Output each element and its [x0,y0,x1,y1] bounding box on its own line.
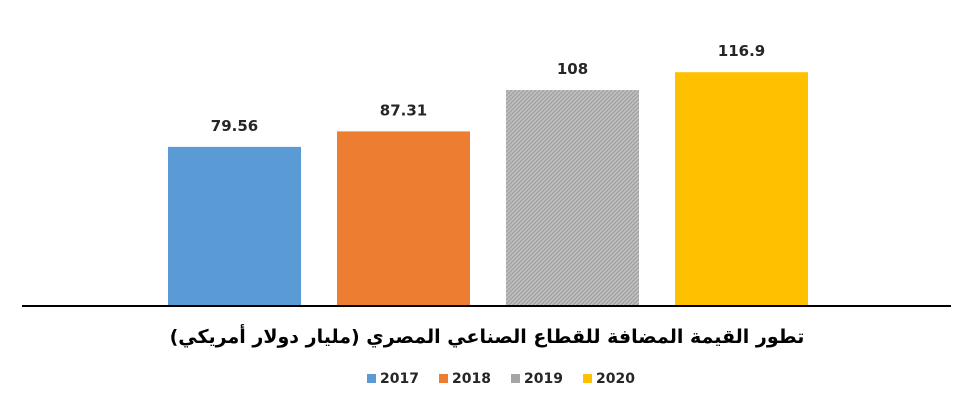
legend-swatch-2020 [583,374,592,383]
legend-label-2017: 2017 [380,371,419,387]
legend-label-2019: 2019 [524,371,563,387]
bar-2018 [337,131,470,306]
value-label-2020: 116.9 [718,42,765,60]
legend-label-2020: 2020 [596,371,635,387]
legend-label-2018: 2018 [452,371,491,387]
chart-title: تطور القيمة المضافة للقطاع الصناعي المصر… [170,324,805,349]
bar-2017 [168,146,301,306]
legend: 2017 2018 2019 2020 [367,371,635,387]
legend-swatch-2018 [439,374,448,383]
legend-swatch-2017 [367,374,376,383]
legend-swatch-2019 [511,374,520,383]
value-label-2018: 87.31 [380,101,427,119]
value-label-2017: 79.56 [211,117,258,135]
value-labels-group: 79.56 87.31 108 116.9 [211,42,765,135]
value-label-2019: 108 [557,60,588,78]
bar-2020 [675,72,808,306]
bar-2019 [506,90,639,306]
bars-group [168,72,808,306]
